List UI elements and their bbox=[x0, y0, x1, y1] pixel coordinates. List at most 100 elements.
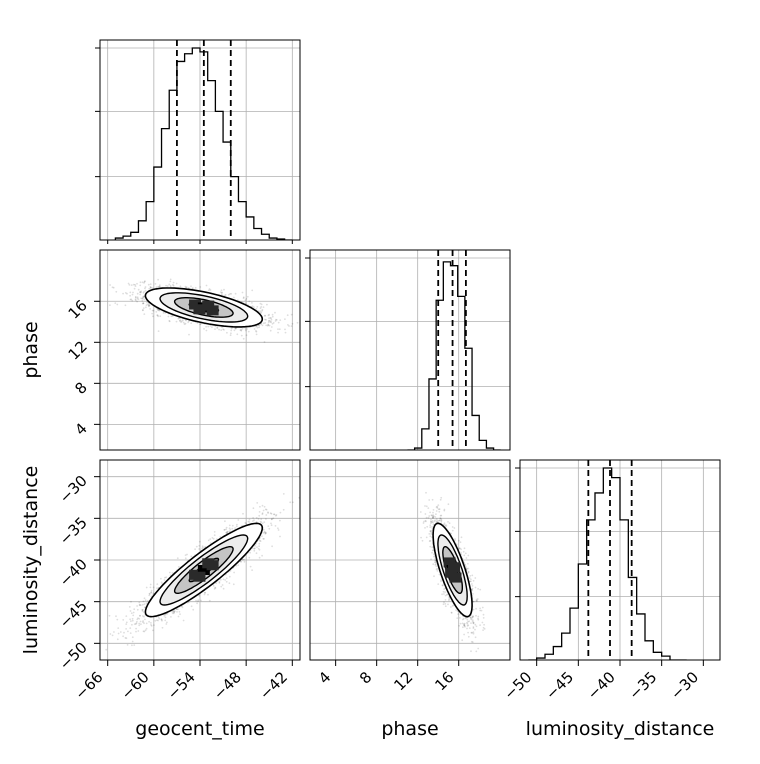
sample-point bbox=[142, 309, 144, 311]
sample-point bbox=[465, 617, 467, 620]
sample-point bbox=[255, 325, 257, 328]
sample-point bbox=[277, 328, 279, 330]
sample-point bbox=[263, 341, 266, 343]
sample-point bbox=[448, 596, 451, 599]
sample-point bbox=[244, 302, 247, 305]
sample-point bbox=[234, 327, 237, 330]
sample-point bbox=[268, 317, 270, 320]
sample-point bbox=[204, 591, 206, 594]
sample-point bbox=[258, 545, 260, 548]
density-area-phase-geocent_time bbox=[100, 250, 300, 450]
sample-point bbox=[196, 322, 199, 324]
sample-point bbox=[139, 284, 142, 287]
sample-point bbox=[225, 531, 228, 534]
sample-point bbox=[263, 531, 266, 533]
sample-point bbox=[141, 603, 144, 606]
sample-point bbox=[182, 319, 184, 322]
sample-point bbox=[111, 286, 114, 289]
sample-point bbox=[192, 287, 194, 289]
sample-point bbox=[451, 526, 454, 528]
sample-point bbox=[264, 322, 267, 324]
sample-point bbox=[162, 312, 165, 314]
sample-point bbox=[219, 536, 222, 538]
sample-point bbox=[144, 280, 146, 283]
sample-point bbox=[221, 584, 224, 586]
sample-point bbox=[129, 291, 132, 294]
sample-point bbox=[430, 521, 432, 523]
sample-point bbox=[275, 514, 278, 516]
sample-point bbox=[227, 293, 230, 296]
sample-point bbox=[230, 327, 233, 330]
sample-point bbox=[469, 575, 472, 577]
sample-point bbox=[459, 617, 461, 619]
sample-point bbox=[258, 326, 260, 329]
sample-point bbox=[199, 323, 202, 325]
sample-point bbox=[130, 298, 133, 301]
sample-point bbox=[254, 545, 256, 547]
sample-point bbox=[240, 560, 243, 563]
sample-point bbox=[148, 592, 151, 595]
sample-point bbox=[242, 337, 245, 340]
sample-point bbox=[157, 330, 160, 332]
sample-point bbox=[138, 622, 141, 625]
y-tick-label-phase-3: 16 bbox=[65, 296, 91, 322]
sample-point bbox=[225, 528, 228, 531]
sample-point bbox=[139, 614, 141, 617]
sample-point bbox=[470, 640, 473, 643]
sample-point bbox=[226, 530, 229, 533]
sample-point bbox=[443, 593, 445, 595]
sample-point bbox=[459, 541, 462, 544]
sample-point bbox=[154, 619, 157, 622]
sample-point bbox=[261, 308, 264, 311]
sample-point bbox=[246, 328, 249, 330]
sample-point bbox=[142, 302, 144, 305]
sample-point bbox=[434, 519, 436, 522]
sample-point bbox=[138, 601, 141, 604]
sample-point bbox=[166, 612, 169, 615]
sample-point bbox=[437, 520, 439, 522]
sample-point bbox=[260, 311, 263, 314]
y-tick-label-luminosity_distance-1: −45 bbox=[56, 597, 91, 632]
sample-point bbox=[129, 610, 132, 612]
sample-point bbox=[131, 299, 134, 302]
sample-point bbox=[432, 514, 435, 516]
sample-point bbox=[290, 325, 293, 327]
sample-point bbox=[145, 602, 148, 605]
sample-point bbox=[187, 287, 190, 289]
sample-point bbox=[156, 619, 158, 622]
sample-point bbox=[129, 618, 132, 621]
sample-point bbox=[196, 602, 199, 605]
sample-point bbox=[444, 599, 447, 601]
sample-point bbox=[442, 603, 445, 606]
sample-point bbox=[176, 557, 179, 560]
sample-point bbox=[249, 551, 252, 554]
sample-point bbox=[257, 518, 260, 520]
sample-point bbox=[220, 585, 223, 588]
sample-point bbox=[258, 514, 261, 517]
sample-point bbox=[474, 636, 477, 639]
sample-point bbox=[142, 302, 145, 305]
sample-point bbox=[172, 612, 175, 615]
sample-point bbox=[190, 285, 192, 288]
density-area-luminosity_distance-phase bbox=[310, 460, 510, 660]
sample-point bbox=[483, 623, 485, 626]
sample-point bbox=[463, 624, 466, 626]
sample-point bbox=[471, 641, 474, 643]
sample-point bbox=[133, 644, 136, 646]
sample-point bbox=[450, 612, 453, 614]
sample-point bbox=[269, 512, 272, 515]
sample-point bbox=[248, 521, 251, 523]
sample-point bbox=[430, 514, 433, 517]
sample-point bbox=[150, 286, 152, 289]
sample-point bbox=[149, 586, 152, 589]
sample-point bbox=[195, 599, 198, 602]
sample-point bbox=[156, 587, 158, 590]
sample-point bbox=[136, 605, 139, 607]
sample-point bbox=[424, 527, 426, 529]
sample-point bbox=[157, 309, 160, 312]
sample-point bbox=[179, 319, 182, 322]
sample-point bbox=[248, 556, 251, 559]
sample-point bbox=[125, 623, 128, 625]
sample-point bbox=[424, 505, 426, 507]
